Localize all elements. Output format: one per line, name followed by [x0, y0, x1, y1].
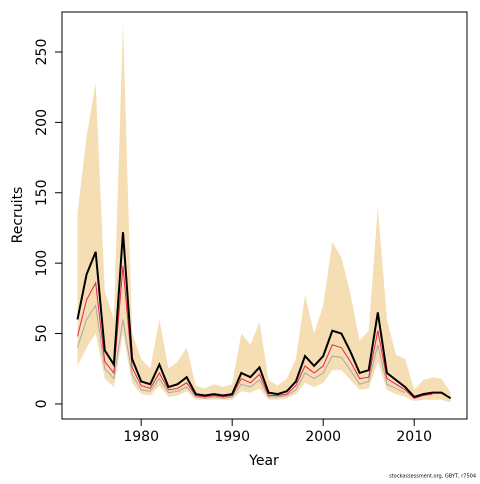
y-tick-label: 150: [34, 179, 50, 206]
x-tick-label: 1990: [214, 429, 250, 445]
y-tick-label: 200: [34, 109, 50, 136]
x-axis-label: Year: [248, 453, 279, 469]
x-tick-label: 2000: [305, 429, 341, 445]
footnote: stockassessment.org, GBYT, r7504: [389, 474, 476, 480]
series-line: [76, 303, 406, 399]
confidence-band: [77, 23, 451, 403]
series-line: [76, 265, 433, 399]
y-tick-label: 0: [34, 399, 50, 408]
x-tick-label: 2010: [396, 429, 432, 445]
x-tick-label: 1980: [123, 429, 159, 445]
plot-frame: [61, 11, 468, 420]
y-axis-label: Recruits: [10, 187, 26, 244]
y-tick-label: 100: [34, 250, 50, 277]
y-tick-label: 250: [34, 39, 50, 66]
series-line: [76, 232, 452, 400]
y-tick-label: 50: [34, 325, 50, 343]
